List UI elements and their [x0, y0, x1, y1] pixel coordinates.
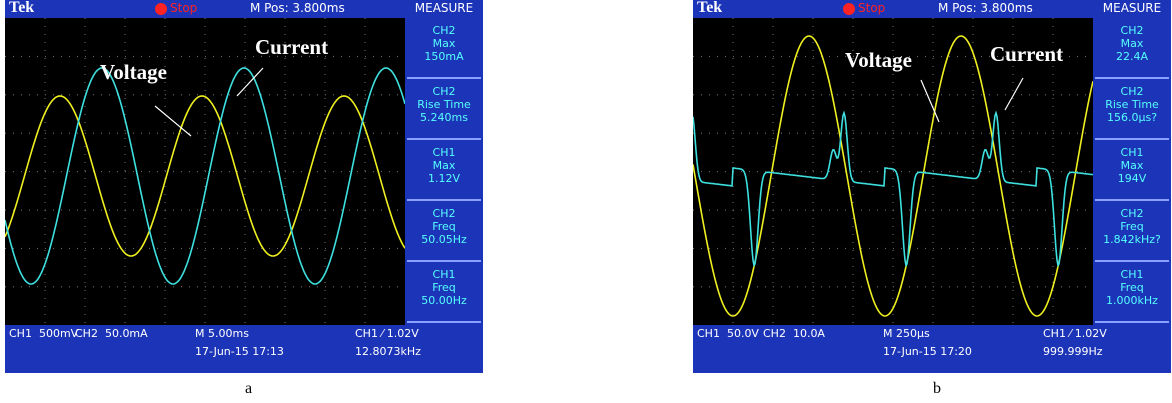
figure: Tek Stop M Pos: 3.800ms MEASURE Voltage Curre… [0, 0, 1172, 403]
position: M Pos: 3.800ms [938, 1, 1033, 15]
measurement-label: Max [1095, 37, 1169, 50]
measurement-value: 194V [1095, 172, 1169, 185]
measurement-value: 22.4A [1095, 50, 1169, 63]
caption: a [245, 380, 252, 398]
footer-trigger: CH1 ⁄ 1.02V [1043, 327, 1107, 340]
separator [407, 77, 481, 79]
measurement-label: Rise Time [407, 98, 481, 111]
footer-frequency: 12.8073kHz [355, 345, 421, 358]
measurement-channel: CH1 [1095, 146, 1169, 159]
measurement-value: 1.000kHz [1095, 294, 1169, 307]
current-label: Current [990, 42, 1063, 67]
measurement-channel: CH2 [1095, 207, 1169, 220]
measurement-label: Freq [407, 281, 481, 294]
measurement-channel: CH2 [407, 207, 481, 220]
separator [407, 199, 481, 201]
separator [407, 260, 481, 262]
measurement-label: Max [407, 159, 481, 172]
current-label: Current [255, 35, 328, 60]
status: Stop [858, 1, 885, 15]
measurement-channel: CH2 [407, 24, 481, 37]
brand: Tek [9, 0, 34, 17]
footer-timebase: M 250µs [883, 327, 930, 340]
measurement-value: 50.00Hz [407, 294, 481, 307]
footer-timebase: M 5.00ms [195, 327, 249, 340]
measurement-label: Rise Time [1095, 98, 1169, 111]
separator [1095, 321, 1169, 323]
measurement-channel: CH2 [1095, 85, 1169, 98]
footer-ch1: CH1 500mV [9, 327, 78, 340]
screen [5, 18, 405, 325]
measurement-value: 150mA [407, 50, 481, 63]
brand: Tek [697, 0, 722, 17]
footer-ch1: CH1 50.0V [697, 327, 759, 340]
measurement-value: 156.0µs? [1095, 111, 1169, 124]
menu-title: MEASURE [407, 1, 481, 15]
footer-ch2: CH2 10.0A [763, 327, 825, 340]
measurement-channel: CH1 [407, 146, 481, 159]
footer-timestamp: 17-Jun-15 17:20 [883, 345, 972, 358]
voltage-label: Voltage [845, 48, 912, 73]
measurement-channel: CH1 [1095, 268, 1169, 281]
footer-ch2: CH2 50.0mA [75, 327, 148, 340]
measurement-label: Max [1095, 159, 1169, 172]
footer-frequency: 999.999Hz [1043, 345, 1103, 358]
footer-trigger: CH1 ⁄ 1.02V [355, 327, 419, 340]
menu-title: MEASURE [1095, 1, 1169, 15]
measurement-channel: CH2 [407, 85, 481, 98]
separator [407, 138, 481, 140]
measurement-channel: CH2 [1095, 24, 1169, 37]
measurement-value: 1.12V [407, 172, 481, 185]
separator [1095, 199, 1169, 201]
separator [1095, 260, 1169, 262]
separator [407, 321, 481, 323]
separator [1095, 77, 1169, 79]
measurement-label: Max [407, 37, 481, 50]
stop-dot [155, 3, 167, 15]
scope-panel: Tek Stop M Pos: 3.800ms MEASURE Voltage Curre… [5, 0, 483, 373]
scope-panel: Tek Stop M Pos: 3.800ms MEASURE Voltage Curre… [693, 0, 1171, 373]
status: Stop [170, 1, 197, 15]
footer-timestamp: 17-Jun-15 17:13 [195, 345, 284, 358]
caption: b [933, 380, 941, 398]
measurement-label: Freq [1095, 281, 1169, 294]
measurement-label: Freq [407, 220, 481, 233]
measurement-channel: CH1 [407, 268, 481, 281]
stop-dot [843, 3, 855, 15]
separator [1095, 138, 1169, 140]
measurement-label: Freq [1095, 220, 1169, 233]
measurement-value: 50.05Hz [407, 233, 481, 246]
measurement-value: 1.842kHz? [1095, 233, 1169, 246]
position: M Pos: 3.800ms [250, 1, 345, 15]
measurement-value: 5.240ms [407, 111, 481, 124]
voltage-label: Voltage [100, 60, 167, 85]
